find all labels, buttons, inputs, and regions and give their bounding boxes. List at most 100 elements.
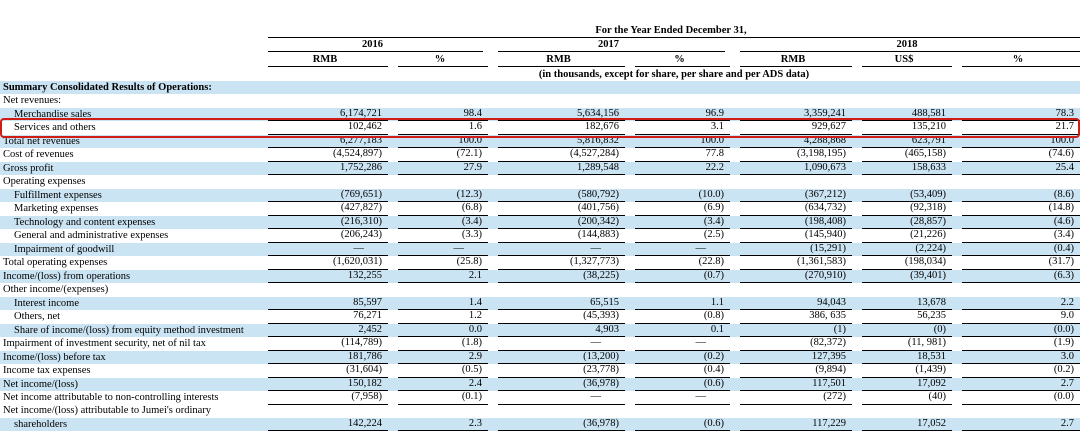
- cell-value: [952, 405, 1080, 418]
- cell-value: (21,226): [852, 229, 952, 243]
- cell-value: 94,043: [730, 297, 852, 311]
- table-row: Services and others 102,462 1.6 182,676 3.1 9…: [0, 121, 1080, 135]
- column-header-cell: %: [952, 52, 1080, 67]
- cell-value: —: [488, 337, 625, 351]
- cell-value: 0.1: [625, 324, 730, 338]
- cell-value: (6.3): [952, 270, 1080, 284]
- cell-value: 4,288,868: [730, 135, 852, 149]
- cell-value: [852, 405, 952, 418]
- table-row: Net income/(loss) 150,182 2.4 (36,978) (0.6)…: [0, 377, 1080, 392]
- cell-value: [625, 283, 730, 296]
- cell-value: [852, 175, 952, 188]
- cell-value: (3.4): [952, 229, 1080, 243]
- row-label: Total operating expenses: [3, 257, 108, 269]
- cell-value: 9.0: [952, 310, 1080, 324]
- cell-value: 5,816,832: [488, 135, 625, 149]
- row-label: Income/(loss) before tax: [3, 351, 106, 363]
- column-header-cell: RMB: [488, 52, 625, 67]
- cell-value: [258, 94, 388, 107]
- cell-value: 2.7: [952, 378, 1080, 392]
- cell-value: (10.0): [625, 189, 730, 203]
- table-row: Income tax expenses (31,604) (0.5) (23,778)…: [0, 364, 1080, 378]
- cell-value: (465,158): [852, 148, 952, 162]
- cell-value: 181,786: [258, 351, 388, 365]
- table-row: Other income/(expenses): [0, 283, 1080, 296]
- header-spacer: [0, 67, 258, 81]
- cell-value: (200,342): [488, 216, 625, 230]
- cell-value: 1.4: [388, 297, 488, 311]
- cell-value: 22.2: [625, 162, 730, 176]
- cell-value: 2.3: [388, 418, 488, 431]
- row-label: Total net revenues: [3, 135, 80, 147]
- cell-value: (0.4): [952, 243, 1080, 257]
- cell-value: (634,732): [730, 202, 852, 216]
- cell-value: (22.8): [625, 256, 730, 270]
- cell-value: 6,174,721: [258, 108, 388, 122]
- cell-value: (7,958): [258, 391, 388, 405]
- cell-value: [625, 81, 730, 94]
- row-label: Cost of revenues: [3, 149, 74, 161]
- cell-value: (36,978): [488, 378, 625, 392]
- cell-value: 135,210: [852, 121, 952, 135]
- cell-value: 3,359,241: [730, 108, 852, 122]
- cell-value: 2.4: [388, 378, 488, 392]
- cell-value: 102,462: [258, 121, 388, 135]
- cell-value: (28,857): [852, 216, 952, 230]
- cell-value: (14.8): [952, 202, 1080, 216]
- cell-value: 3.1: [625, 121, 730, 135]
- row-label: Net income/(loss): [3, 378, 78, 390]
- cell-value: [388, 175, 488, 188]
- cell-value: 127,395: [730, 351, 852, 365]
- cell-value: (11, 981): [852, 337, 952, 351]
- cell-value: (53,409): [852, 189, 952, 203]
- table-row: General and administrative expenses (206,…: [0, 229, 1080, 243]
- cell-value: (45,393): [488, 310, 625, 324]
- cell-value: 25.4: [952, 162, 1080, 176]
- cell-value: 3.0: [952, 351, 1080, 365]
- cell-value: [258, 405, 388, 418]
- cell-value: 1.6: [388, 121, 488, 135]
- cell-value: (114,789): [258, 337, 388, 351]
- cell-value: (1): [730, 324, 852, 338]
- cell-value: [952, 283, 1080, 296]
- cell-value: [488, 94, 625, 107]
- cell-value: (0.8): [625, 310, 730, 324]
- cell-value: 142,224: [258, 418, 388, 431]
- cell-value: [952, 81, 1080, 94]
- cell-value: (38,225): [488, 270, 625, 284]
- table-row: Impairment of investment security, net o…: [0, 337, 1080, 351]
- cell-value: 386, 635: [730, 310, 852, 324]
- cell-value: (72.1): [388, 148, 488, 162]
- cell-value: —: [388, 243, 488, 257]
- column-header-cell: RMB: [730, 52, 852, 67]
- table-row: Fulfillment expenses (769,651) (12.3) (580,…: [0, 188, 1080, 203]
- cell-value: [852, 81, 952, 94]
- table-row: Total net revenues 6,277,183 100.0 5,816,83…: [0, 134, 1080, 149]
- cell-value: 5,634,156: [488, 108, 625, 122]
- cell-value: 1,090,673: [730, 162, 852, 176]
- header-spacer: [0, 22, 258, 38]
- cell-value: 117,501: [730, 378, 852, 392]
- cell-value: 100.0: [388, 135, 488, 149]
- cell-value: [258, 175, 388, 188]
- cell-value: [952, 94, 1080, 107]
- cell-value: [852, 94, 952, 107]
- cell-value: (0.0): [952, 324, 1080, 338]
- cell-value: (0.6): [625, 378, 730, 392]
- cell-value: [625, 175, 730, 188]
- cell-value: —: [625, 391, 730, 405]
- table-row: Income/(loss) before tax 181,786 2.9 (13,20…: [0, 350, 1080, 365]
- cell-value: (25.8): [388, 256, 488, 270]
- row-label: Merchandise sales: [14, 108, 92, 120]
- column-header-cell: %: [388, 52, 488, 67]
- cell-value: (0.7): [625, 270, 730, 284]
- cell-value: —: [625, 337, 730, 351]
- cell-value: —: [488, 243, 625, 257]
- cell-value: 18,531: [852, 351, 952, 365]
- cell-value: (272): [730, 391, 852, 405]
- header-years-row: 2016 2017 2018: [0, 38, 1080, 52]
- row-label: Gross profit: [3, 162, 54, 174]
- cell-value: (9,894): [730, 364, 852, 378]
- column-header-rmb-2017: RMB: [498, 54, 625, 67]
- row-label: Fulfillment expenses: [14, 189, 102, 201]
